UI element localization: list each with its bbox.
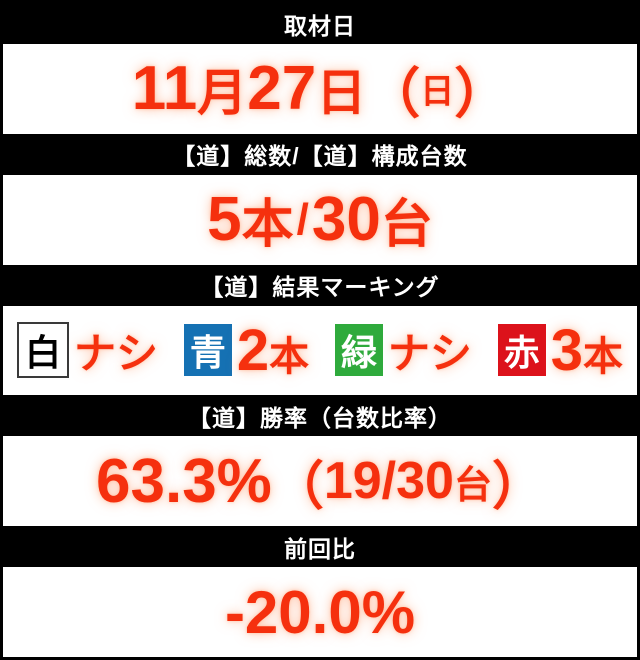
survey-date-value: 11 月 27 日（日） — [3, 44, 637, 134]
date-paren-open: （ — [366, 64, 421, 125]
section-result-marking: 【道】結果マーキング 白 ナシ 青 2本 緑 ナシ 赤 3本 — [3, 264, 637, 396]
win-rate-unit: 台 — [453, 464, 492, 507]
section-win-rate: 【道】勝率（台数比率） 63.3% （19/30 台） — [3, 395, 637, 527]
marking-unit-blue: 本 — [269, 334, 310, 379]
header-label: 【道】総数/【道】構成台数 — [172, 143, 468, 170]
marking-count-blue: 2 — [236, 317, 270, 383]
marking-box-blue: 青 — [183, 324, 232, 377]
section-header-win-rate: 【道】勝率（台数比率） — [3, 395, 637, 437]
marking-result-blue: 2本 — [237, 317, 309, 384]
total-lines: 5 — [207, 185, 242, 255]
section-total-count: 【道】総数/【道】構成台数 5 本/30 台 — [3, 133, 637, 265]
header-label: 前回比 — [284, 535, 356, 562]
date-paren-close: ） — [454, 64, 509, 125]
date-day: 27 — [247, 54, 317, 124]
marking-group-red: 赤 3本 — [497, 317, 623, 384]
marking-group-green: 緑 ナシ — [334, 320, 472, 381]
win-rate-value: 63.3% （19/30 台） — [3, 436, 637, 527]
total-machines-unit: 台 — [380, 196, 433, 255]
marking-count-red: 3 — [550, 317, 583, 383]
date-month: 11 — [131, 54, 198, 124]
total-count-value: 5 本/30 台 — [3, 174, 637, 265]
prev-ratio-value: -20.0% — [3, 567, 637, 657]
header-label: 【道】勝率（台数比率） — [188, 404, 452, 431]
result-marking-row: 白 ナシ 青 2本 緑 ナシ 赤 3本 — [3, 305, 637, 396]
prev-ratio-percent: -20.0% — [224, 578, 416, 646]
slash-separator: / — [296, 194, 309, 244]
win-rate-fraction: 19/30 — [323, 452, 454, 511]
marking-box-green: 緑 — [334, 324, 383, 377]
marking-unit-red: 本 — [583, 334, 623, 379]
date-weekday: 日 — [420, 73, 455, 112]
header-label: 【道】結果マーキング — [200, 274, 440, 301]
date-month-unit: 月 — [197, 64, 248, 121]
marking-box-white: 白 — [17, 322, 69, 379]
win-rate-percent: 63.3% — [96, 446, 272, 516]
section-prev-ratio: 前回比 -20.0% — [3, 526, 637, 657]
section-header-total-count: 【道】総数/【道】構成台数 — [3, 133, 637, 175]
date-day-unit: 日 — [316, 64, 367, 121]
header-label: 取材日 — [284, 12, 356, 39]
marking-group-blue: 青 2本 — [183, 317, 309, 384]
section-header-result-marking: 【道】結果マーキング — [3, 264, 637, 306]
section-header-survey-date: 取材日 — [3, 3, 637, 44]
section-survey-date: 取材日 11 月 27 日（日） — [3, 3, 637, 134]
rate-paren-open: （ — [271, 457, 324, 516]
marking-result-red: 3本 — [551, 317, 623, 384]
marking-box-red: 赤 — [497, 324, 546, 377]
total-lines-unit: 本 — [241, 196, 294, 255]
rate-paren-close: ） — [491, 457, 544, 516]
marking-group-white: 白 ナシ — [17, 320, 158, 381]
total-machines: 30 — [311, 185, 381, 255]
marking-result-white: ナシ — [74, 329, 159, 377]
section-header-prev-ratio: 前回比 — [3, 526, 637, 568]
marking-result-green: ナシ — [387, 329, 472, 377]
